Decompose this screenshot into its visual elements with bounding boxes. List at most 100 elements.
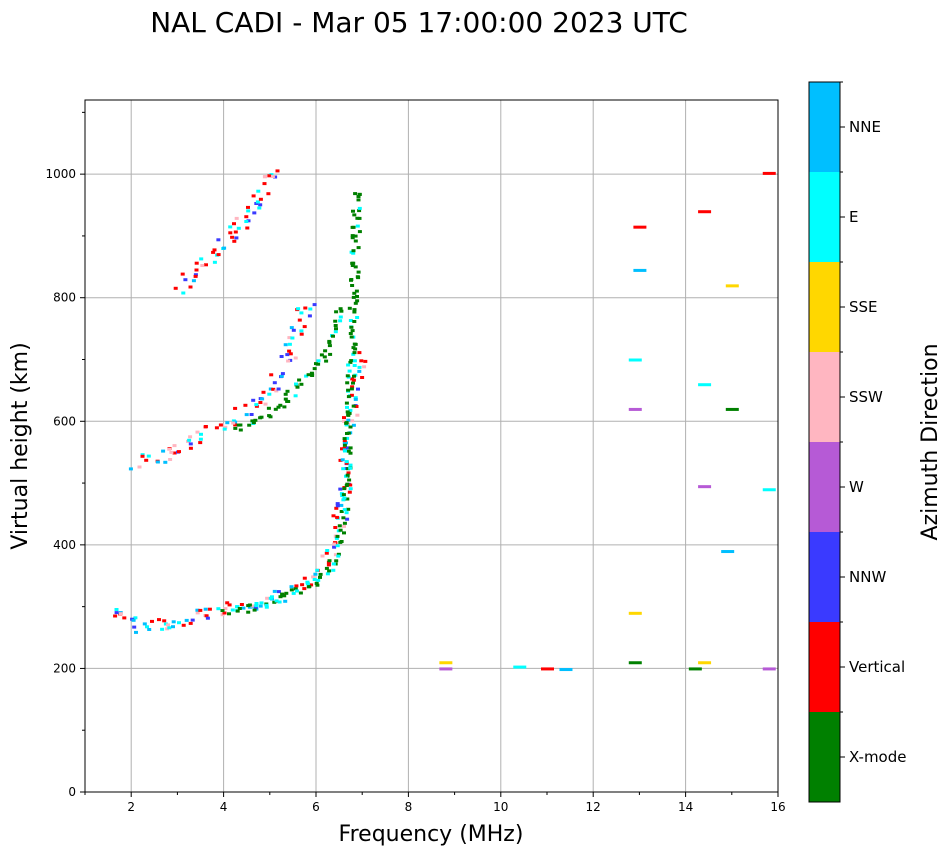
trace-echo [350, 234, 355, 238]
trace-echo [331, 514, 336, 518]
trace-echo [298, 591, 303, 595]
trace-echo [199, 257, 204, 261]
trace-echo [195, 611, 200, 615]
trace-echo [344, 511, 349, 515]
trace-echo [352, 308, 357, 312]
trace-echo [339, 510, 344, 513]
trace-echo [345, 374, 350, 378]
trace-echo [246, 209, 251, 213]
trace-echo [340, 458, 345, 462]
trace-echo [238, 423, 243, 427]
trace-echo [333, 526, 338, 529]
trace-echo [283, 599, 288, 603]
trace-echo [312, 303, 317, 307]
echo-point [628, 358, 642, 362]
colorbar-label: NNE [849, 118, 881, 136]
trace-echo [169, 450, 174, 454]
trace-echo [244, 215, 249, 219]
trace-echo [293, 394, 298, 398]
trace-echo [356, 276, 361, 280]
trace-echo [342, 521, 347, 525]
trace-echo [180, 272, 185, 276]
trace-echo [204, 614, 209, 618]
trace-echo [351, 249, 356, 253]
trace-echo [137, 465, 142, 469]
trace-echo [340, 447, 344, 451]
trace-echo [349, 359, 354, 363]
trace-echo [359, 359, 364, 363]
trace-echo [344, 460, 349, 464]
trace-echo [344, 461, 349, 465]
trace-echo [331, 562, 336, 566]
trace-echo [347, 478, 352, 482]
trace-echo [234, 216, 239, 220]
trace-echo [342, 487, 347, 491]
trace-echo [350, 236, 355, 240]
trace-echo [275, 169, 280, 173]
echo-point [725, 407, 739, 411]
trace-echo [177, 621, 181, 625]
trace-echo [354, 405, 359, 408]
trace-echo [233, 230, 238, 234]
trace-echo [335, 515, 340, 519]
trace-echo [269, 373, 274, 377]
trace-echo [286, 359, 291, 363]
trace-echo [357, 206, 362, 210]
echo-point [628, 661, 642, 665]
trace-echo [356, 246, 361, 250]
trace-echo [316, 359, 321, 363]
trace-echo [342, 416, 346, 420]
trace-echo [351, 209, 355, 213]
trace-echo [363, 359, 368, 363]
trace-echo [198, 437, 203, 441]
trace-echo [195, 608, 200, 612]
trace-echo [293, 587, 298, 591]
trace-echo [273, 175, 278, 179]
trace-echo [336, 552, 341, 556]
trace-echo [302, 325, 307, 329]
chart-title: NAL CADI - Mar 05 17:00:00 2023 UTC [150, 6, 688, 39]
x-tick-label: 14 [678, 800, 693, 814]
trace-echo [346, 413, 351, 417]
trace-echo [345, 432, 349, 435]
trace-echo [353, 239, 358, 243]
trace-echo [238, 428, 243, 432]
trace-echo [352, 310, 357, 314]
trace-echo [299, 329, 304, 333]
trace-echo [233, 423, 238, 427]
trace-echo [251, 398, 256, 402]
trace-echo [203, 607, 208, 611]
trace-echo [244, 220, 249, 223]
trace-echo [231, 421, 236, 425]
trace-echo [333, 319, 338, 323]
trace-echo [347, 490, 352, 494]
trace-echo [304, 374, 309, 378]
trace-echo [356, 198, 361, 202]
trace-echo [258, 604, 263, 608]
trace-echo [348, 483, 353, 487]
trace-echo [274, 389, 279, 393]
trace-echo [327, 341, 332, 344]
trace-echo [188, 621, 193, 625]
trace-echo [335, 502, 340, 506]
x-tick-label: 16 [770, 800, 785, 814]
trace-echo [216, 238, 221, 242]
trace-echo [351, 423, 356, 427]
trace-echo [327, 559, 332, 563]
trace-echo [351, 381, 355, 385]
x-tick-label: 2 [127, 800, 135, 814]
trace-echo [280, 372, 285, 376]
echo-point [688, 667, 702, 671]
trace-echo [350, 264, 355, 267]
trace-echo [233, 406, 238, 410]
trace-echo [357, 230, 362, 234]
trace-echo [342, 443, 347, 447]
trace-echo [285, 399, 290, 403]
trace-echo [350, 385, 355, 389]
trace-echo [314, 362, 318, 366]
echo-point [633, 268, 647, 272]
trace-echo [254, 404, 259, 408]
trace-echo [315, 568, 320, 572]
y-tick-label: 1000 [45, 167, 76, 181]
